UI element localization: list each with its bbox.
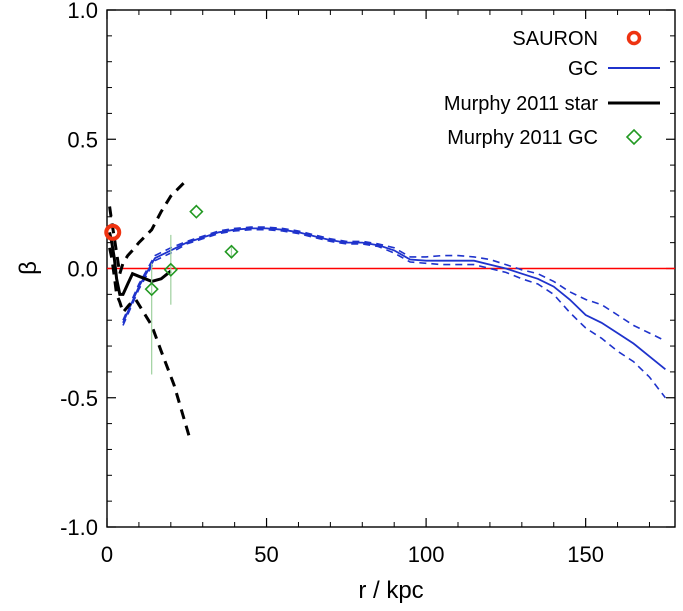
x-tick-label: 50	[254, 542, 278, 567]
axis-ticks	[106, 9, 675, 528]
legend-label: Murphy 2011 GC	[447, 127, 598, 149]
y-tick-label: 0.0	[67, 257, 98, 282]
x-tick-label: 100	[408, 542, 445, 567]
gc-upper-bound-line	[122, 226, 666, 342]
murphy-gc-point	[144, 282, 159, 297]
y-tick-label: 1.0	[67, 0, 98, 23]
y-axis-title: β	[15, 261, 42, 275]
y-tick-label: 0.5	[67, 127, 98, 152]
legend-label: GC	[568, 58, 598, 80]
legend-sauron-symbol	[626, 30, 642, 46]
axis-tick-labels: 0 50 100 150 1.0 0.5 0.0 -0.5 -1.0	[60, 0, 604, 567]
legend-label: SAURON	[512, 28, 598, 50]
legend-label: Murphy 2011 star	[444, 93, 598, 115]
x-axis-title: r / kpc	[358, 577, 423, 604]
murphy-star-upper-bound-line	[108, 182, 185, 275]
murphy-star-lower-bound-line	[108, 247, 192, 440]
gc-line	[122, 227, 666, 370]
y-tick-label: -1.0	[60, 515, 98, 540]
y-tick-label: -0.5	[60, 386, 98, 411]
gc-lower-bound-line	[122, 228, 667, 399]
sauron-point	[104, 223, 122, 241]
x-tick-label: 150	[567, 542, 604, 567]
legend: SAURON GC Murphy 2011 star Murphy 2011 GC	[444, 28, 660, 149]
murphy-gc-point	[163, 262, 178, 277]
legend-diamond-symbol	[625, 128, 643, 146]
x-tick-label: 0	[101, 542, 113, 567]
murphy-gc-point	[224, 244, 239, 259]
data-marks	[104, 182, 667, 440]
murphy-gc-point	[189, 204, 204, 219]
